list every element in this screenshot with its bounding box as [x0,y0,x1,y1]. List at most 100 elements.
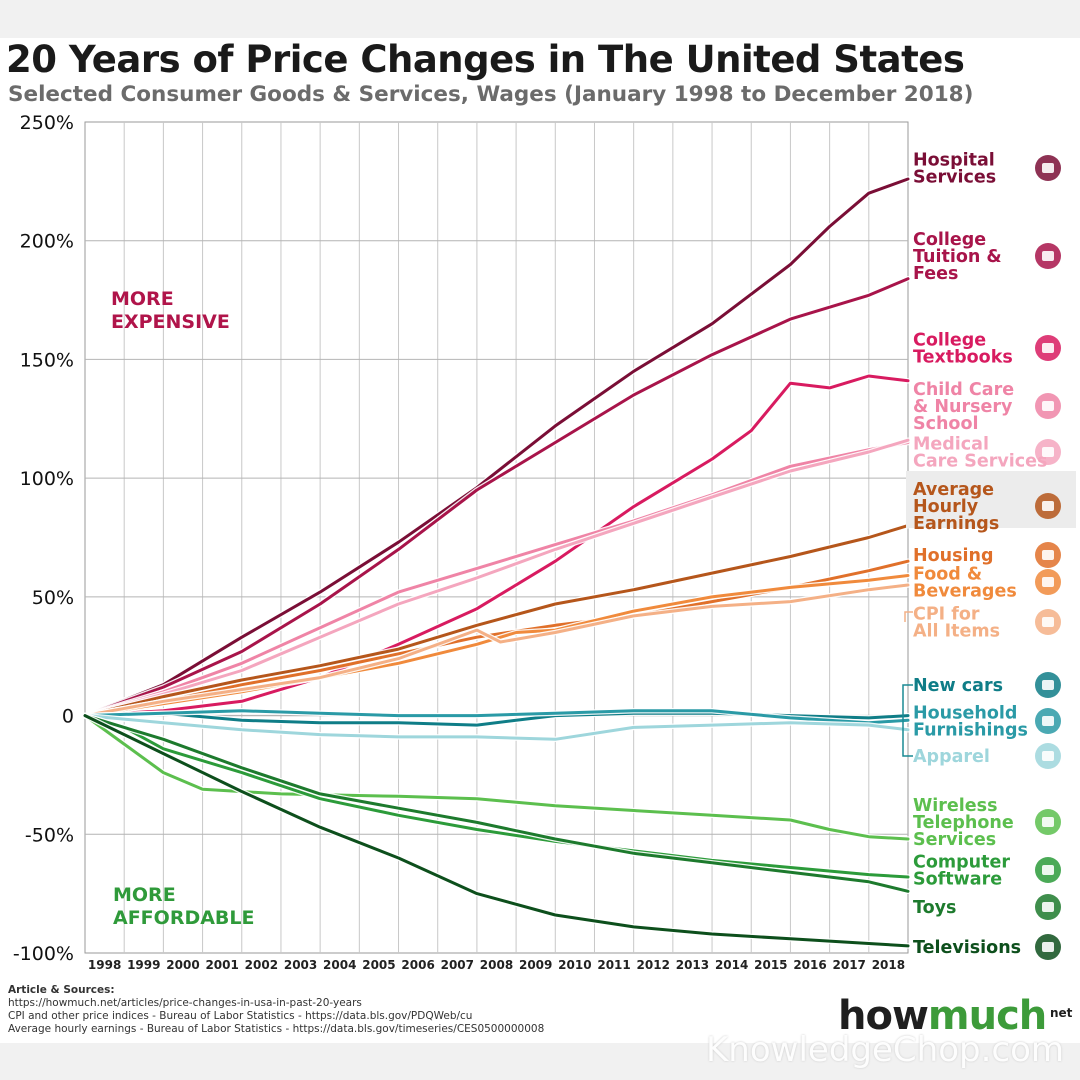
series-label-group: Toys [913,894,1061,920]
series-label-line: Services [913,168,996,188]
series-label-line: Hourly [913,497,979,517]
medical-hand-icon [1035,439,1061,465]
series-line [83,714,910,893]
series-label-line: Care Services [913,452,1047,472]
y-tick-label: 100% [20,468,74,490]
series-label-line: Child Care [913,380,1014,400]
x-tick-label: 2004 [323,958,356,972]
series-line [83,709,910,725]
graduation-cap-icon [1035,243,1061,269]
x-tick-label: 2000 [166,958,199,972]
series-label-group: Housing [913,542,1061,568]
x-tick-label: 2012 [637,958,670,972]
x-tick-label: 2017 [833,958,866,972]
car-icon [1035,672,1061,698]
series-line [83,277,910,718]
price-tag-icon [1035,609,1061,635]
series-label-line: Computer [913,853,1010,873]
y-tick-label: 150% [20,349,74,371]
x-tick-label: 2007 [441,958,474,972]
series-label-line: Beverages [913,582,1017,602]
icon-mark [1042,447,1054,457]
series-label-line: & Nursery [913,397,1013,417]
series-label-group: Food &Beverages [913,565,1061,602]
y-tick-label: 50% [32,587,74,609]
series-label-line: Textbooks [913,348,1013,368]
logo-how: how [838,993,929,1039]
page-subtitle: Selected Consumer Goods & Services, Wage… [8,82,974,107]
series-line [83,438,910,718]
series-label-line: Food & [913,565,982,585]
series-label-line: Earnings [913,514,999,534]
home-furnishings-icon [1035,708,1061,734]
series-line [83,583,910,718]
series-label-line: All Items [913,622,1000,642]
icon-mark [1042,577,1054,587]
y-tick-label: 250% [20,112,74,134]
hospital-icon [1035,155,1061,181]
cpi-bracket [904,611,913,622]
television-icon [1035,934,1061,960]
series-label-line: Televisions [913,938,1021,958]
apparel-icon [1035,743,1061,769]
x-tick-label: 2003 [284,958,317,972]
series-label-line: Household [913,704,1017,724]
chart-annotations: MORE EXPENSIVE MORE AFFORDABLE [111,288,255,929]
series-lines [82,176,911,949]
icon-mark [1042,942,1054,952]
house-icon [1035,542,1061,568]
y-tick-label: -50% [25,824,74,846]
more-expensive-label-line-1: MORE [111,288,174,310]
x-tick-label: 2009 [519,958,552,972]
icon-mark [1042,401,1054,411]
x-tick-label: 2002 [245,958,278,972]
toys-icon [1035,894,1061,920]
series-label-line: New cars [913,676,1003,696]
x-tick-label: 2013 [676,958,709,972]
series-label-group: Televisions [913,934,1061,960]
series-label-line: Housing [913,546,994,566]
bottom-bar [0,1043,1080,1080]
series-line [83,714,910,879]
y-tick-label: 200% [20,231,74,253]
series-label-line: Fees [913,264,958,284]
series-label-line: Wireless [913,796,998,816]
x-tick-label: 2008 [480,958,513,972]
watermark: KnowledgeChop.com [706,1030,1064,1070]
clock-dollar-icon [1035,493,1061,519]
source-line-earnings[interactable]: Average hourly earnings - Bureau of Labo… [8,1023,545,1035]
page-title: 20 Years of Price Changes in The United … [6,38,965,81]
source-line-article[interactable]: https://howmuch.net/articles/price-chang… [8,997,362,1009]
computer-icon [1035,857,1061,883]
series-label-line: Medical [913,435,989,455]
sources-heading: Article & Sources: [8,984,115,996]
icon-mark [1042,163,1054,173]
series-label-line: School [913,414,978,434]
wireless-phone-icon [1035,809,1061,835]
y-axis: 250% 200% 150% 100% 50% 0 -50% -100% [13,112,74,965]
x-tick-label: 2006 [401,958,434,972]
series-label-line: CPI for [913,605,980,625]
sources: Article & Sources: https://howmuch.net/a… [8,984,628,1036]
icon-mark [1042,865,1054,875]
series-label-line: Telephone [913,813,1014,833]
series-line [83,714,910,741]
series-label-line: College [913,331,986,351]
books-icon [1035,335,1061,361]
plot-frame [84,121,909,954]
food-scale-icon [1035,569,1061,595]
logo-much: much [927,993,1047,1039]
icon-mark [1042,902,1054,912]
source-line-cpi[interactable]: CPI and other price indices - Bureau of … [8,1010,473,1022]
